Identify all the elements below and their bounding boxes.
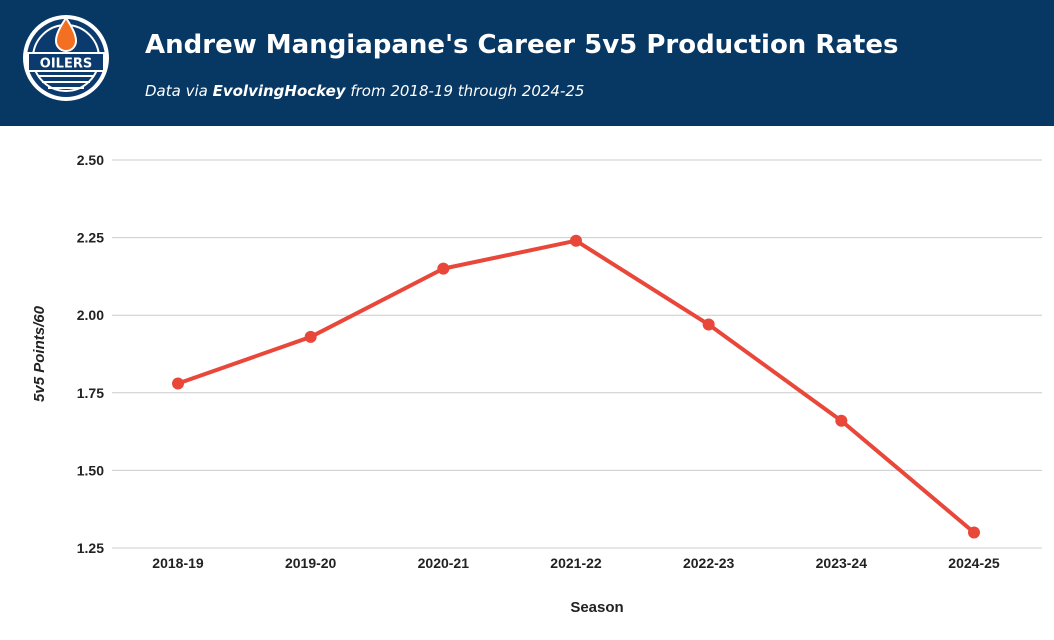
y-tick-label: 1.25 <box>77 540 104 556</box>
y-tick-label: 1.50 <box>77 462 104 478</box>
x-axis-label: Season <box>570 599 623 616</box>
subtitle-prefix: Data via <box>145 82 213 100</box>
subtitle-source: EvolvingHockey <box>212 82 346 100</box>
x-tick-label: 2024-25 <box>948 555 1000 571</box>
x-tick-label: 2023-24 <box>816 555 868 571</box>
data-point <box>172 377 184 390</box>
oilers-logo: OILERS <box>23 15 109 101</box>
x-tick-label: 2019-20 <box>285 555 337 571</box>
chart-subtitle: Data via EvolvingHockey from 2018-19 thr… <box>145 82 584 100</box>
y-axis-ticks: 1.25 1.50 1.75 2.00 2.25 2.50 <box>77 152 104 556</box>
logo-text: OILERS <box>40 57 92 72</box>
y-tick-label: 2.50 <box>77 152 104 168</box>
data-point <box>570 234 582 247</box>
data-point <box>304 330 317 343</box>
x-tick-label: 2020-21 <box>418 555 470 571</box>
chart-title: Andrew Mangiapane's Career 5v5 Productio… <box>145 30 899 60</box>
x-tick-label: 2022-23 <box>683 555 735 571</box>
x-axis-ticks: 2018-19 2019-20 2020-21 2021-22 2022-23 2023-… <box>152 555 1000 571</box>
x-tick-label: 2021-22 <box>550 555 602 571</box>
x-tick-label: 2018-19 <box>152 555 204 571</box>
line-chart: 1.251.501.752.002.252.50 2018-19 2019-20 2… <box>31 152 1042 616</box>
y-tick-label: 1.75 <box>77 385 104 401</box>
subtitle-suffix: from 2018-19 through 2024-25 <box>345 82 585 100</box>
data-point <box>437 262 450 275</box>
header-banner: OILERS Andrew Mangiapane's Career 5v5 Pr… <box>0 0 1054 126</box>
series-line <box>177 238 976 535</box>
series-group <box>172 234 980 539</box>
data-point <box>702 318 715 331</box>
gridlines <box>112 159 1042 549</box>
y-tick-label: 2.25 <box>77 230 104 246</box>
y-tick-label: 2.00 <box>77 307 104 323</box>
y-axis-label: 5v5 Points/60 <box>31 305 48 402</box>
data-point <box>968 526 980 539</box>
data-point <box>835 414 848 427</box>
